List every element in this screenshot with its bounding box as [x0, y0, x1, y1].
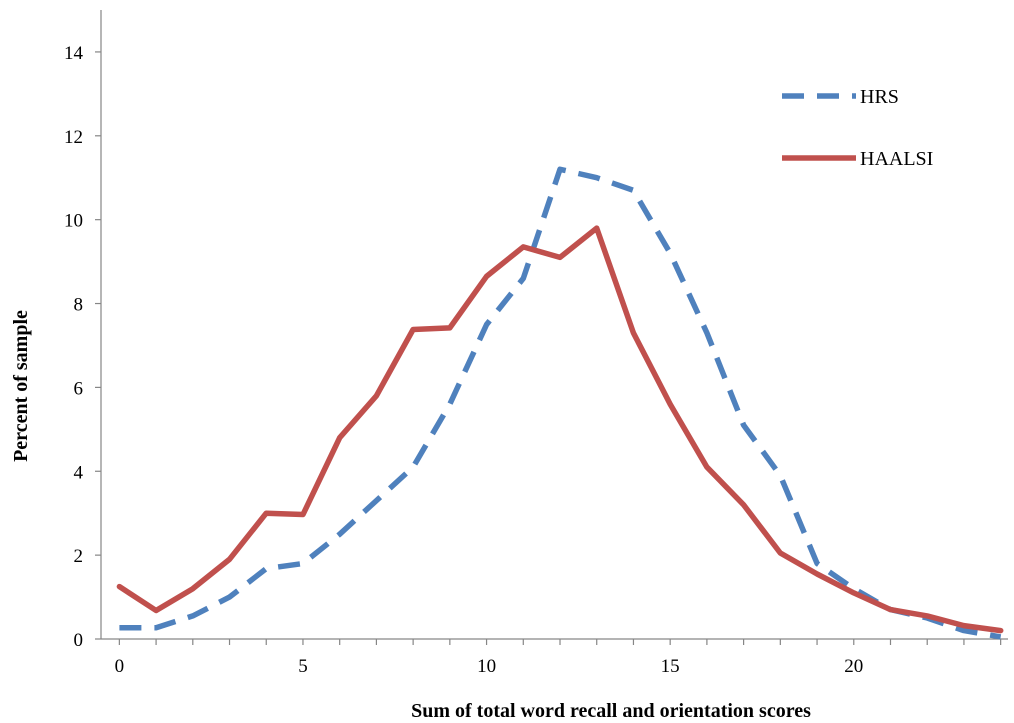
y-tick-label: 6 [74, 378, 84, 399]
series-line-haalsi [116, 225, 1004, 634]
legend-label-hrs: HRS [860, 86, 899, 108]
series [116, 166, 1004, 640]
x-tick-label: 15 [661, 656, 680, 677]
x-axis-title: Sum of total word recall and orientation… [411, 700, 811, 722]
legend-label-haalsi: HAALSI [860, 148, 933, 170]
y-tick-label: 4 [74, 462, 84, 483]
legend: HRS HAALSI [782, 86, 933, 170]
ticks: 0 2 4 6 8 10 12 14 0 5 10 15 20 [64, 43, 1002, 677]
y-tick-label: 0 [74, 630, 84, 651]
y-tick-label: 12 [64, 127, 83, 148]
y-tick-label: 8 [74, 295, 84, 316]
x-tick-label: 20 [844, 656, 863, 677]
x-tick-label: 0 [115, 656, 125, 677]
y-axis-title: Percent of sample [10, 310, 32, 462]
x-tick-label: 10 [477, 656, 496, 677]
x-tick-label: 5 [298, 656, 308, 677]
axes [100, 10, 1008, 640]
y-tick-label: 14 [64, 43, 84, 64]
y-tick-label: 10 [64, 211, 83, 232]
series-line-hrs [119, 166, 1002, 640]
y-tick-label: 2 [74, 546, 84, 567]
